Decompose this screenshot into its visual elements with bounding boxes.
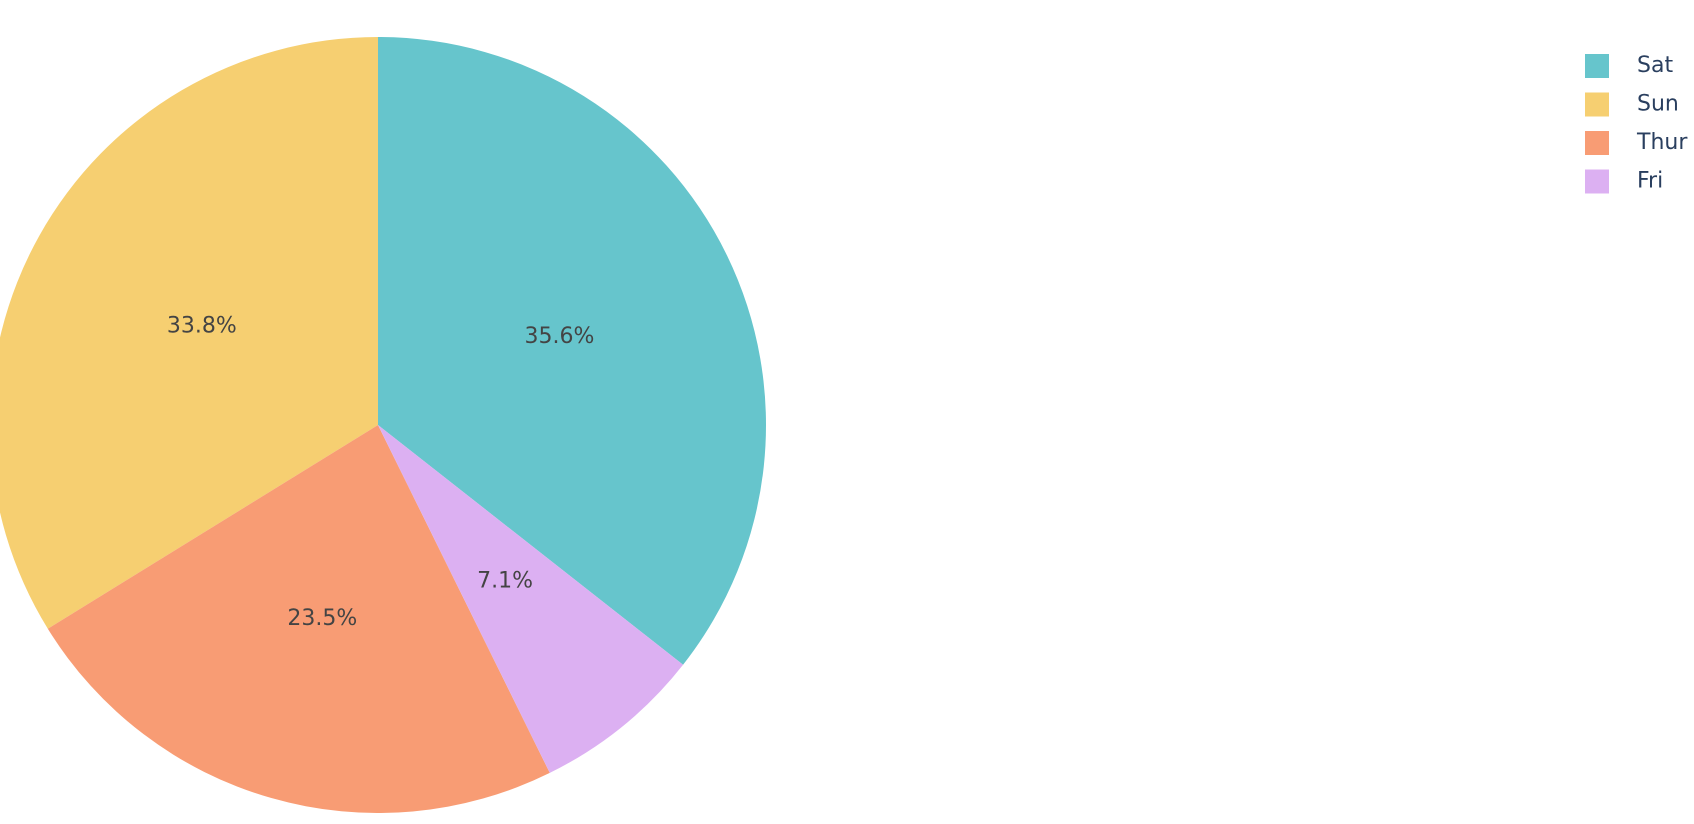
slice-label: 23.5%	[287, 606, 357, 631]
legend-swatch	[1585, 92, 1609, 117]
legend-label: Fri	[1637, 169, 1663, 194]
legend-swatch	[1585, 169, 1609, 194]
legend-swatch	[1585, 54, 1609, 78]
legend-label: Thur	[1636, 130, 1688, 155]
slice-label: 35.6%	[525, 324, 595, 349]
pie-slice	[378, 425, 684, 773]
pie-slice	[378, 37, 766, 665]
legend-swatch	[1585, 131, 1609, 155]
pie-slice	[47, 425, 550, 813]
slice-label: 33.8%	[167, 314, 237, 339]
pie-slice	[0, 37, 378, 629]
slice-label: 7.1%	[477, 569, 533, 594]
legend-label: Sat	[1637, 53, 1673, 78]
legend-label: Sun	[1637, 92, 1679, 117]
